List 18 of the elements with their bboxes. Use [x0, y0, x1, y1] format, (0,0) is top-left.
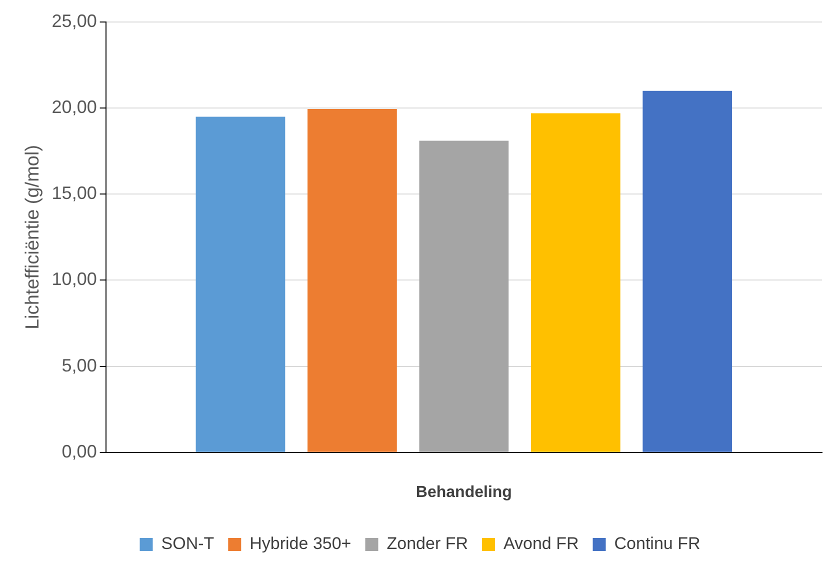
- y-tick-label: 15,00: [52, 183, 97, 204]
- y-tick-label: 5,00: [62, 355, 97, 376]
- bar: [642, 90, 732, 452]
- y-tick-label: 25,00: [52, 10, 97, 31]
- y-tick-label: 10,00: [52, 269, 97, 290]
- bar: [419, 140, 509, 452]
- y-tick-label: 20,00: [52, 97, 97, 118]
- x-axis-title: Behandeling: [416, 484, 512, 501]
- y-axis-title: Lichtefficiëntie (g/mol): [22, 144, 44, 330]
- legend-label: SON-T: [161, 534, 214, 554]
- legend-label: Continu FR: [614, 534, 700, 554]
- bar: [196, 116, 286, 452]
- y-tick-label: 0,00: [62, 441, 97, 462]
- legend-label: Hybride 350+: [250, 534, 352, 554]
- bar: [530, 113, 620, 452]
- bar: [308, 108, 397, 452]
- legend-label: Avond FR: [503, 534, 579, 554]
- legend-label: Zonder FR: [386, 534, 468, 554]
